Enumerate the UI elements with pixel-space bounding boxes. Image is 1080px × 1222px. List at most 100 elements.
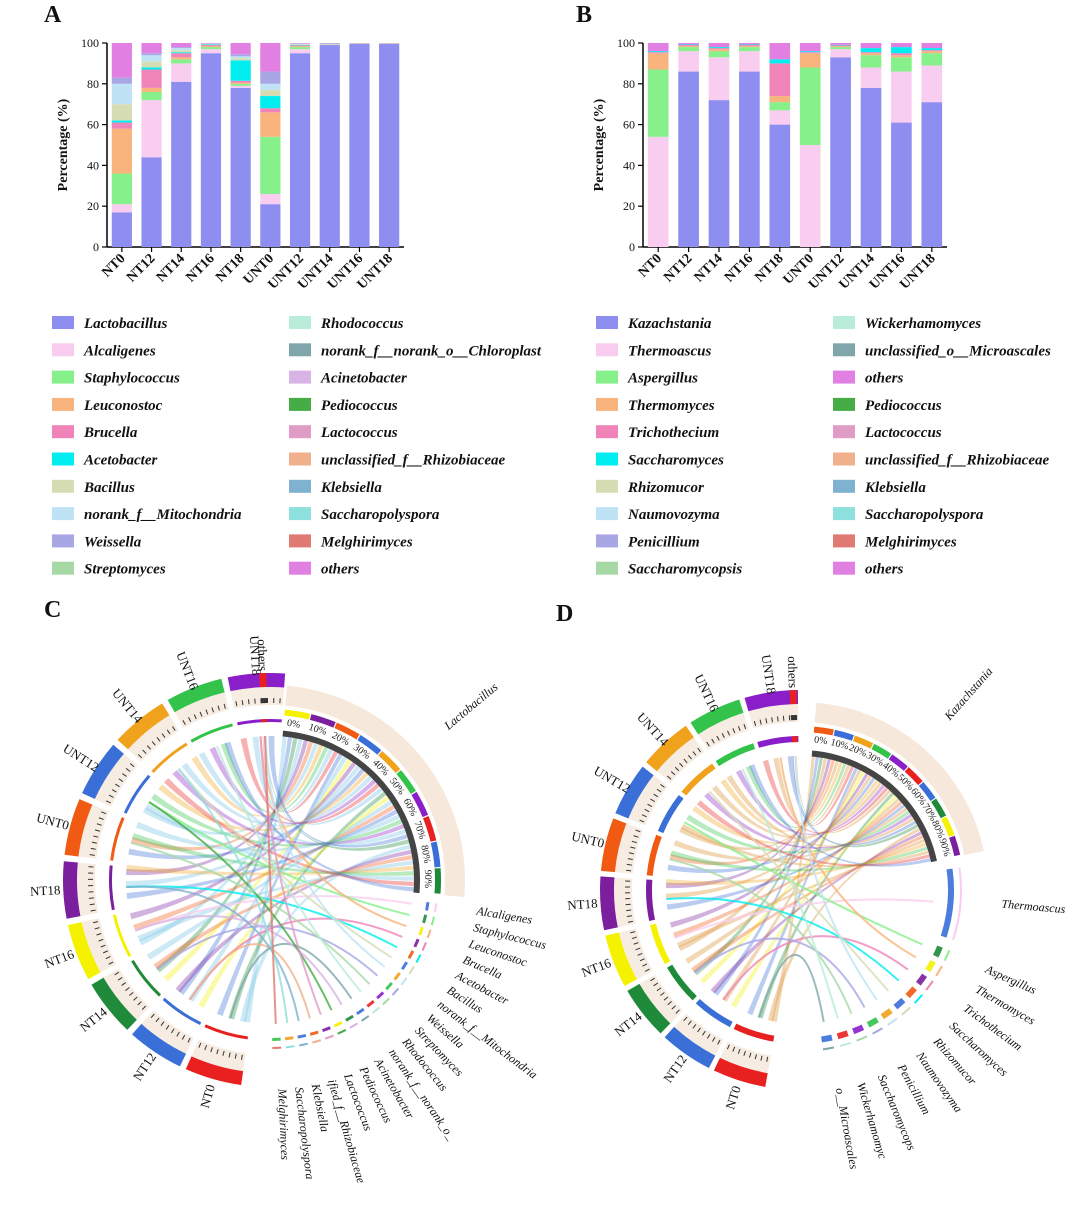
percent-tick: 0%: [813, 735, 828, 748]
sample-tick: [692, 1024, 697, 1029]
legend-swatch: [52, 316, 74, 329]
sample-tick: [683, 1016, 688, 1022]
bar-segment-UNT16-Thermomyces: [891, 55, 912, 58]
bar-segment-NT14-norank_f__Mitochondria: [171, 48, 192, 51]
sample-tick: [89, 903, 95, 906]
taxon-sample-block: [284, 709, 311, 720]
sample-tick: [94, 829, 100, 832]
legend-label: Klebsiella: [864, 480, 926, 496]
legend-swatch: [52, 370, 74, 384]
y-tick-label: 40: [87, 158, 99, 172]
chord-ribbon: [720, 761, 843, 832]
chord-ribbon: [676, 838, 926, 948]
sample-tick: [122, 773, 127, 777]
sample-tick: [754, 1054, 757, 1060]
bar-segment-UNT0-Trichothecium: [799, 52, 821, 54]
chord-ribbon: [666, 842, 927, 886]
sample-label: UNT0: [35, 810, 71, 833]
bar-segment-NT12-Weissella: [141, 53, 162, 56]
taxon-inner-arc: [821, 1034, 833, 1043]
chord-ribbon: [731, 795, 897, 1008]
taxon-arc-Thermoascus: [952, 867, 962, 941]
bar-segment-NT18-norank_f__Mitochondria: [230, 56, 251, 59]
sample-tick: [753, 720, 757, 727]
sample-tick: [627, 858, 633, 860]
bar-segment-NT0-others: [111, 43, 132, 78]
legend-swatch: [596, 479, 618, 493]
sample-tick: [687, 754, 692, 760]
sample-outer-arc-NT18: [63, 861, 81, 919]
bar-segment-NT0-Aspergillus: [647, 69, 669, 137]
legend-label: unclassified_f__Rhizobiaceae: [321, 453, 506, 469]
y-tick-label: 40: [623, 158, 635, 172]
taxon-inner-arc: [407, 950, 415, 960]
chord-line: [779, 757, 917, 959]
chord-line: [674, 898, 934, 939]
sample-tick: [115, 783, 120, 788]
legend-swatch: [833, 425, 855, 439]
sample-tick: [706, 1033, 711, 1039]
chord-ribbon: [262, 736, 338, 813]
sample-tick: [235, 701, 238, 707]
sample-tick: [125, 768, 131, 772]
sample-tick: [166, 729, 171, 735]
sample-outer-arc-NT18: [600, 876, 618, 931]
chord-line: [229, 943, 353, 1019]
sample-tick: [176, 1031, 180, 1037]
bar-segment-NT14-Thermoascus: [708, 57, 730, 101]
legend-label: Pediococcus: [865, 398, 942, 414]
sample-label: UNT12: [591, 763, 633, 796]
legend-label: Thermomyces: [628, 398, 715, 414]
bar-segment-NT0-Thermomyces: [647, 53, 669, 70]
sample-tick: [650, 798, 656, 803]
y-tick-label: 0: [93, 240, 99, 254]
bar-segment-NT0-Trichothecium: [647, 52, 669, 54]
bar-segment-UNT12-Lactobacillus: [289, 53, 311, 248]
sample-inner-arc: [757, 736, 799, 748]
sample-outer-arc-UNT12: [82, 744, 124, 800]
sample-tick: [137, 1001, 142, 1006]
percent-tick: 70%: [411, 820, 427, 841]
taxon-inner-arc: [925, 959, 936, 973]
taxon-label: Thermoascus: [1001, 897, 1066, 917]
sample-tick: [234, 1053, 237, 1059]
taxon-arc-unclassified_o__Microascales: [822, 1046, 835, 1051]
chord-ribbon: [209, 746, 377, 825]
bar-segment-NT12-Brucella: [141, 69, 162, 88]
chord-line: [148, 801, 333, 1011]
sample-label: UNT16: [173, 649, 202, 692]
sample-band: [618, 928, 653, 980]
bar-segment-NT0-norank_f__Mitochondria: [111, 83, 132, 105]
bar-segment-NT18-Trichothecium: [769, 63, 791, 97]
sample-band: [77, 862, 99, 917]
bar-segment-NT12-Thermomyces: [678, 46, 699, 48]
x-tick-label: NT14: [154, 251, 188, 285]
sample-tick: [165, 1025, 170, 1030]
bar-segment-NT14-Bacillus: [171, 50, 192, 53]
sample-tick: [702, 1030, 706, 1036]
legend-swatch: [52, 479, 74, 493]
legend-swatch: [52, 425, 74, 439]
sample-tick: [712, 1036, 716, 1042]
taxon-arc-Leuconostoc: [426, 929, 432, 939]
bar-segment-NT14-Saccharomyces: [708, 47, 730, 49]
chord-line: [263, 736, 386, 968]
sample-inner-arc: [657, 794, 684, 834]
bar-segment-NT18-Saccharomyces: [769, 59, 791, 64]
legend-swatch: [833, 370, 855, 384]
x-tick-label: NT18: [752, 251, 786, 285]
bar-segment-NT12-Trichothecium: [678, 45, 699, 47]
y-tick-label: 20: [623, 199, 635, 213]
sample-inner-arc: [261, 719, 268, 723]
bar-segment-UNT14-Aspergillus: [860, 55, 882, 68]
bar-segment-NT18-others: [230, 43, 251, 55]
bar-segment-NT18-Aspergillus: [769, 102, 791, 111]
taxon-inner-arc: [393, 971, 401, 981]
bar-segment-NT16-Thermomyces: [739, 46, 760, 48]
percent-tick: 10%: [307, 722, 328, 738]
sample-band: [103, 968, 150, 1020]
sample-tick: [631, 840, 637, 844]
bar-segment-UNT16-Kazachstania: [891, 122, 912, 247]
taxon-inner-arc: [376, 991, 385, 1000]
bar-segment-UNT0-Thermomyces: [799, 53, 821, 68]
